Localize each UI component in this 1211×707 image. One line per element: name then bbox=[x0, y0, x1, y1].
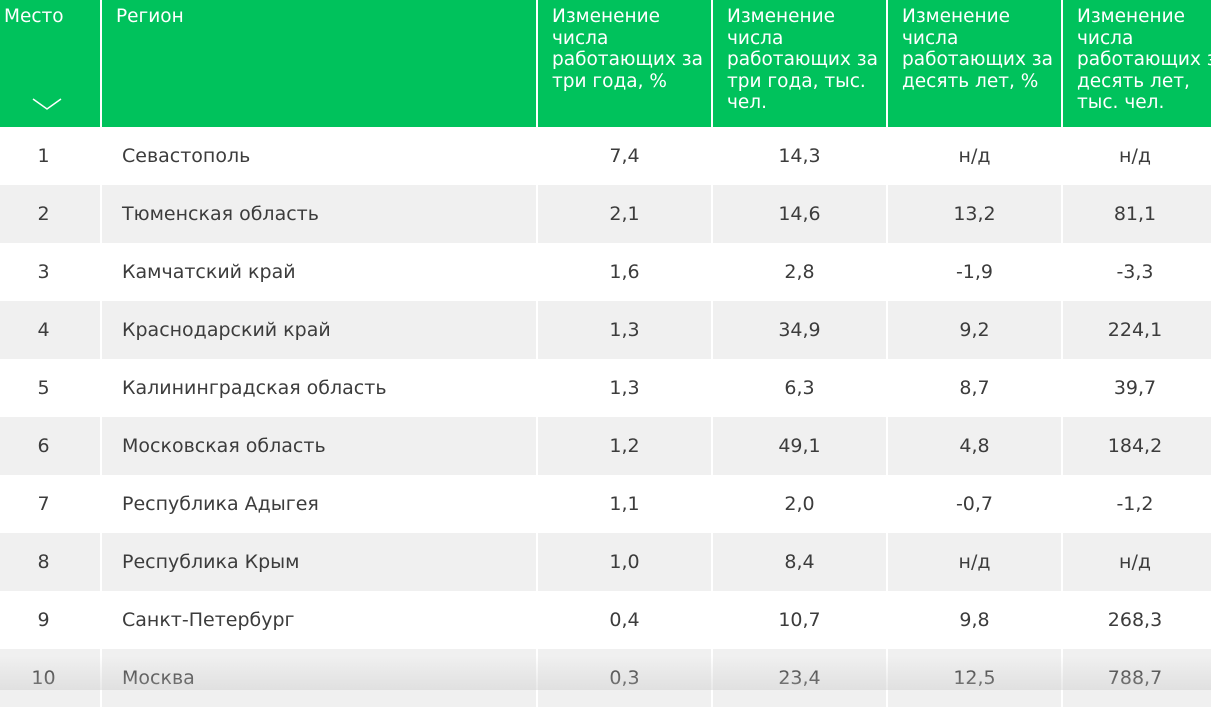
cell-region: Калининградская область bbox=[102, 359, 538, 417]
cell-change-10y-thousands: 184,2 bbox=[1063, 417, 1211, 475]
cell-change-10y-percent: н/д bbox=[888, 127, 1063, 185]
cell-change-3y-percent: 7,4 bbox=[538, 127, 713, 185]
cell-change-10y-percent: -0,7 bbox=[888, 475, 1063, 533]
column-header-change-10y-percent[interactable]: Изменение числа работающих за десять лет… bbox=[888, 0, 1063, 127]
cell-change-3y-thousands: 2,0 bbox=[713, 475, 888, 533]
cell-change-3y-thousands: 6,3 bbox=[713, 359, 888, 417]
table-row: 6 Московская область 1,2 49,1 4,8 184,2 bbox=[0, 417, 1211, 475]
cell-change-10y-percent: 12,5 bbox=[888, 649, 1063, 707]
cell-change-3y-percent: 1,3 bbox=[538, 359, 713, 417]
cell-change-10y-thousands: -3,3 bbox=[1063, 243, 1211, 301]
cell-place: 9 bbox=[0, 591, 102, 649]
cell-change-10y-percent: 8,7 bbox=[888, 359, 1063, 417]
cell-change-10y-percent: 4,8 bbox=[888, 417, 1063, 475]
cell-change-3y-percent: 1,6 bbox=[538, 243, 713, 301]
cell-change-10y-thousands: 788,7 bbox=[1063, 649, 1211, 707]
cell-change-3y-thousands: 14,6 bbox=[713, 185, 888, 243]
cell-region: Краснодарский край bbox=[102, 301, 538, 359]
cell-change-3y-percent: 0,4 bbox=[538, 591, 713, 649]
column-header-region[interactable]: Регион bbox=[102, 0, 538, 127]
column-header-label: Изменение числа работающих за десять лет… bbox=[1077, 6, 1211, 113]
cell-change-10y-thousands: н/д bbox=[1063, 533, 1211, 591]
table-row: 7 Республика Адыгея 1,1 2,0 -0,7 -1,2 bbox=[0, 475, 1211, 533]
cell-change-3y-thousands: 10,7 bbox=[713, 591, 888, 649]
column-header-label: Регион bbox=[116, 6, 184, 27]
column-header-place[interactable]: Место bbox=[0, 0, 102, 127]
cell-region: Московская область bbox=[102, 417, 538, 475]
column-header-change-3y-thousands[interactable]: Изменение числа работающих за три года, … bbox=[713, 0, 888, 127]
table-row: 2 Тюменская область 2,1 14,6 13,2 81,1 bbox=[0, 185, 1211, 243]
column-header-change-3y-percent[interactable]: Изменение числа работающих за три года, … bbox=[538, 0, 713, 127]
cell-change-3y-thousands: 23,4 bbox=[713, 649, 888, 707]
cell-region: Республика Адыгея bbox=[102, 475, 538, 533]
cell-change-10y-thousands: 224,1 bbox=[1063, 301, 1211, 359]
cell-region: Севастополь bbox=[102, 127, 538, 185]
cell-region: Республика Крым bbox=[102, 533, 538, 591]
cell-region: Москва bbox=[102, 649, 538, 707]
table-row: 8 Республика Крым 1,0 8,4 н/д н/д bbox=[0, 533, 1211, 591]
cell-region: Санкт-Петербург bbox=[102, 591, 538, 649]
cell-change-10y-thousands: 39,7 bbox=[1063, 359, 1211, 417]
cell-change-10y-thousands: н/д bbox=[1063, 127, 1211, 185]
column-header-label: Изменение числа работающих за три года, … bbox=[727, 6, 878, 113]
cell-change-3y-percent: 1,1 bbox=[538, 475, 713, 533]
cell-change-3y-thousands: 34,9 bbox=[713, 301, 888, 359]
column-header-label: Изменение числа работающих за десять лет… bbox=[902, 6, 1053, 92]
cell-region: Камчатский край bbox=[102, 243, 538, 301]
table-row: 3 Камчатский край 1,6 2,8 -1,9 -3,3 bbox=[0, 243, 1211, 301]
cell-place: 6 bbox=[0, 417, 102, 475]
cell-change-3y-percent: 0,3 bbox=[538, 649, 713, 707]
cell-place: 2 bbox=[0, 185, 102, 243]
table-body: 1 Севастополь 7,4 14,3 н/д н/д 2 Тюменск… bbox=[0, 127, 1211, 707]
cell-change-10y-percent: 13,2 bbox=[888, 185, 1063, 243]
cell-change-3y-percent: 1,2 bbox=[538, 417, 713, 475]
chevron-down-icon[interactable] bbox=[32, 98, 62, 110]
cell-place: 7 bbox=[0, 475, 102, 533]
cell-place: 10 bbox=[0, 649, 102, 707]
column-header-label: Изменение числа работающих за три года, … bbox=[552, 6, 703, 92]
cell-change-3y-thousands: 49,1 bbox=[713, 417, 888, 475]
cell-change-3y-thousands: 14,3 bbox=[713, 127, 888, 185]
cell-place: 3 bbox=[0, 243, 102, 301]
cell-change-10y-thousands: -1,2 bbox=[1063, 475, 1211, 533]
cell-change-3y-percent: 1,3 bbox=[538, 301, 713, 359]
cell-place: 4 bbox=[0, 301, 102, 359]
cell-region: Тюменская область bbox=[102, 185, 538, 243]
table-row: 4 Краснодарский край 1,3 34,9 9,2 224,1 bbox=[0, 301, 1211, 359]
column-header-label: Место bbox=[4, 6, 64, 27]
cell-change-3y-thousands: 8,4 bbox=[713, 533, 888, 591]
cell-place: 5 bbox=[0, 359, 102, 417]
cell-place: 8 bbox=[0, 533, 102, 591]
table-row: 5 Калининградская область 1,3 6,3 8,7 39… bbox=[0, 359, 1211, 417]
table-row: 9 Санкт-Петербург 0,4 10,7 9,8 268,3 bbox=[0, 591, 1211, 649]
table-row: 10 Москва 0,3 23,4 12,5 788,7 bbox=[0, 649, 1211, 707]
cell-change-3y-percent: 2,1 bbox=[538, 185, 713, 243]
table-header: Место Регион Изменение числа работающих … bbox=[0, 0, 1211, 127]
cell-change-10y-thousands: 81,1 bbox=[1063, 185, 1211, 243]
cell-place: 1 bbox=[0, 127, 102, 185]
cell-change-10y-percent: н/д bbox=[888, 533, 1063, 591]
cell-change-3y-thousands: 2,8 bbox=[713, 243, 888, 301]
cell-change-10y-percent: 9,2 bbox=[888, 301, 1063, 359]
cell-change-3y-percent: 1,0 bbox=[538, 533, 713, 591]
cell-change-10y-thousands: 268,3 bbox=[1063, 591, 1211, 649]
table-row: 1 Севастополь 7,4 14,3 н/д н/д bbox=[0, 127, 1211, 185]
column-header-change-10y-thousands[interactable]: Изменение числа работающих за десять лет… bbox=[1063, 0, 1211, 127]
cell-change-10y-percent: -1,9 bbox=[888, 243, 1063, 301]
cell-change-10y-percent: 9,8 bbox=[888, 591, 1063, 649]
